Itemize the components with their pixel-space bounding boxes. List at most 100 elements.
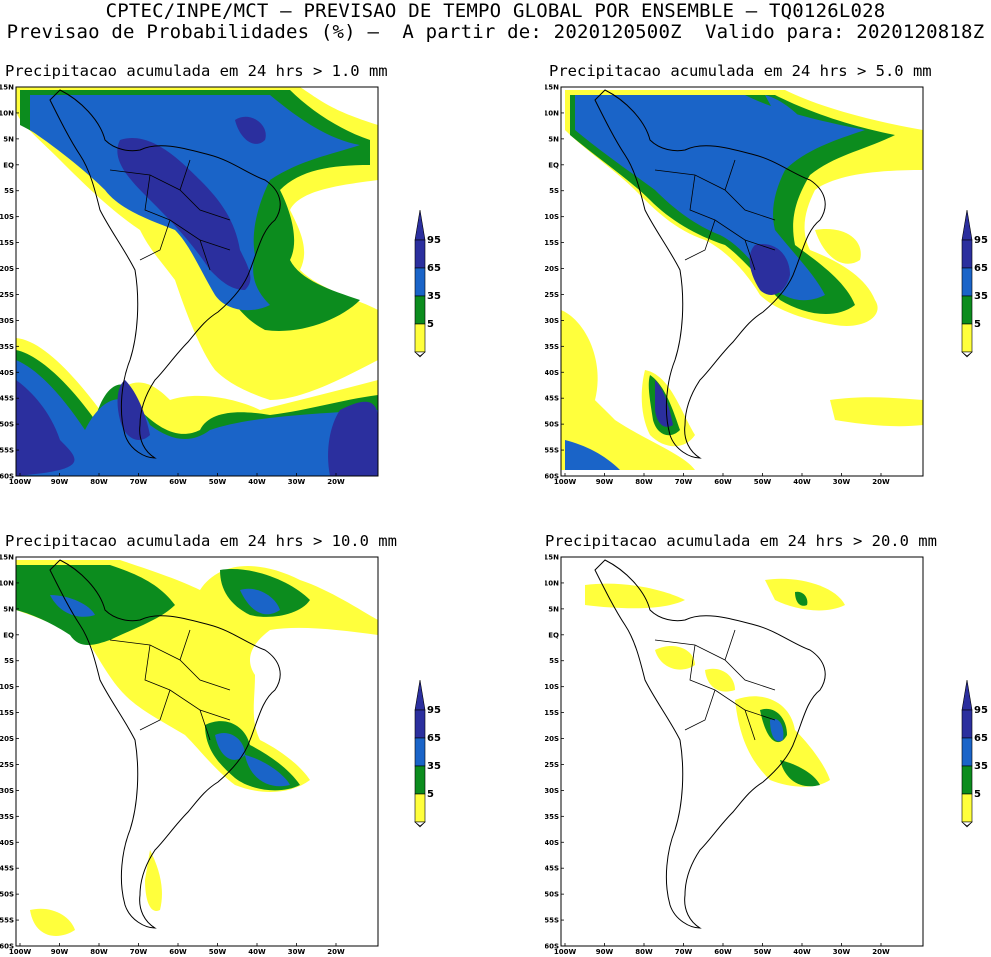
lon-tick-label: 20W bbox=[327, 948, 345, 955]
lat-tick-label: 15S bbox=[0, 709, 14, 717]
colorbar-label: 95 bbox=[427, 235, 441, 246]
panel-3-title: Precipitacao acumulada em 24 hrs > 10.0 … bbox=[5, 532, 397, 550]
lon-tick-label: 30W bbox=[288, 478, 306, 485]
lat-tick-label: 15N bbox=[0, 554, 14, 562]
colorbar-bottom-arrow bbox=[414, 821, 426, 828]
colorbar-label: 65 bbox=[427, 733, 441, 744]
lat-tick-label: EQ bbox=[548, 631, 559, 639]
lon-tick-label: 100W bbox=[554, 478, 577, 485]
lon-tick-label: 60W bbox=[169, 478, 187, 485]
lat-tick-label: 45S bbox=[0, 865, 14, 873]
lat-tick-label: 5N bbox=[3, 135, 14, 143]
lon-tick-label: 30W bbox=[288, 948, 306, 955]
lat-tick-label: 15N bbox=[545, 554, 559, 562]
colorbar-label: 65 bbox=[427, 263, 441, 274]
lat-tick-label: 5S bbox=[549, 657, 559, 665]
colorbar-segment bbox=[414, 295, 426, 325]
colorbar-bottom-arrow bbox=[961, 351, 973, 358]
lat-tick-label: 20S bbox=[545, 265, 559, 273]
lat-tick-label: 40S bbox=[545, 369, 559, 377]
lat-tick-label: 60S bbox=[545, 943, 559, 951]
lat-tick-label: 15N bbox=[545, 84, 559, 92]
colorbar-bottom-arrow bbox=[414, 351, 426, 358]
colorbar-label: 65 bbox=[974, 263, 988, 274]
colorbar-label: 35 bbox=[427, 761, 441, 772]
lat-tick-label: 5S bbox=[4, 187, 14, 195]
lat-tick-label: 50S bbox=[0, 891, 14, 899]
lat-tick-label: EQ bbox=[3, 161, 14, 169]
colorbar-segment bbox=[961, 793, 973, 823]
panel-1-title: Precipitacao acumulada em 24 hrs > 1.0 m… bbox=[5, 62, 388, 80]
colorbar-segment bbox=[961, 239, 973, 269]
colorbar-label: 5 bbox=[974, 789, 981, 800]
lat-tick-label: 45S bbox=[0, 395, 14, 403]
lon-tick-label: 100W bbox=[554, 948, 577, 955]
lat-tick-label: 55S bbox=[545, 917, 559, 925]
lat-tick-label: 5S bbox=[4, 657, 14, 665]
lat-tick-label: 40S bbox=[545, 839, 559, 847]
colorbar-label: 35 bbox=[974, 761, 988, 772]
lon-tick-label: 50W bbox=[209, 948, 227, 955]
lon-tick-label: 70W bbox=[130, 948, 148, 955]
lat-tick-label: 60S bbox=[0, 473, 14, 481]
lat-tick-label: 20S bbox=[0, 265, 14, 273]
lat-tick-label: 50S bbox=[0, 421, 14, 429]
lon-tick-label: 90W bbox=[51, 948, 69, 955]
lat-tick-label: 30S bbox=[545, 317, 559, 325]
lat-tick-label: 5N bbox=[548, 135, 559, 143]
lon-tick-label: 50W bbox=[754, 948, 772, 955]
lat-tick-label: 5N bbox=[548, 605, 559, 613]
lon-tick-label: 80W bbox=[635, 478, 653, 485]
lat-tick-label: 55S bbox=[0, 917, 14, 925]
lat-tick-label: 10S bbox=[0, 683, 14, 691]
lat-tick-label: 10S bbox=[0, 213, 14, 221]
colorbar-panel-4: 95 65 35 5 bbox=[960, 678, 991, 828]
lat-tick-label: 15S bbox=[545, 239, 559, 247]
colorbar-panel-2: 95 65 35 5 bbox=[960, 208, 991, 358]
colorbar-label: 35 bbox=[974, 291, 988, 302]
colorbar-panel-3: 95 65 35 5 bbox=[413, 678, 453, 828]
lon-tick-label: 40W bbox=[793, 948, 811, 955]
map-panel-3: 15N 10N 5N EQ 5S 10S 15S 20S 25S 30S 35S 40S 45S 50S 5… bbox=[0, 550, 385, 955]
colorbar-label: 95 bbox=[974, 705, 988, 716]
colorbar-segment bbox=[414, 765, 426, 795]
lat-tick-label: 25S bbox=[545, 761, 559, 769]
lat-tick-label: EQ bbox=[548, 161, 559, 169]
colorbar-segment bbox=[414, 239, 426, 269]
lat-tick-label: 40S bbox=[0, 369, 14, 377]
lon-tick-label: 40W bbox=[248, 948, 266, 955]
colorbar-bottom-arrow bbox=[961, 821, 973, 828]
lon-tick-label: 40W bbox=[793, 478, 811, 485]
lat-tick-label: 5S bbox=[549, 187, 559, 195]
lon-tick-label: 60W bbox=[714, 948, 732, 955]
colorbar-top-arrow bbox=[961, 679, 973, 711]
colorbar-top-arrow bbox=[414, 679, 426, 711]
colorbar-label: 35 bbox=[427, 291, 441, 302]
lat-tick-label: 25S bbox=[545, 291, 559, 299]
lat-tick-label: 35S bbox=[0, 813, 14, 821]
main-title: CPTEC/INPE/MCT – PREVISAO DE TEMPO GLOBA… bbox=[105, 0, 886, 22]
lat-tick-label: 35S bbox=[545, 343, 559, 351]
colorbar-top-arrow bbox=[414, 209, 426, 241]
lon-tick-label: 80W bbox=[90, 948, 108, 955]
lat-tick-label: 25S bbox=[0, 291, 14, 299]
lon-tick-label: 30W bbox=[833, 478, 851, 485]
lon-tick-label: 80W bbox=[90, 478, 108, 485]
colorbar-segment bbox=[414, 793, 426, 823]
lon-tick-label: 60W bbox=[169, 948, 187, 955]
lat-tick-label: 10S bbox=[545, 213, 559, 221]
lon-tick-label: 70W bbox=[130, 478, 148, 485]
lat-tick-label: 20S bbox=[0, 735, 14, 743]
panel-2-title: Precipitacao acumulada em 24 hrs > 5.0 m… bbox=[549, 62, 932, 80]
lat-tick-label: 50S bbox=[545, 891, 559, 899]
lat-tick-label: 55S bbox=[0, 447, 14, 455]
lat-tick-label: 10N bbox=[545, 109, 559, 117]
lat-tick-label: 10S bbox=[545, 683, 559, 691]
lon-tick-label: 70W bbox=[675, 948, 693, 955]
lat-tick-label: 40S bbox=[0, 839, 14, 847]
lat-tick-label: 10N bbox=[545, 579, 559, 587]
lat-tick-label: 35S bbox=[545, 813, 559, 821]
lon-tick-label: 20W bbox=[872, 948, 890, 955]
lat-tick-label: 35S bbox=[0, 343, 14, 351]
colorbar-label: 95 bbox=[427, 705, 441, 716]
